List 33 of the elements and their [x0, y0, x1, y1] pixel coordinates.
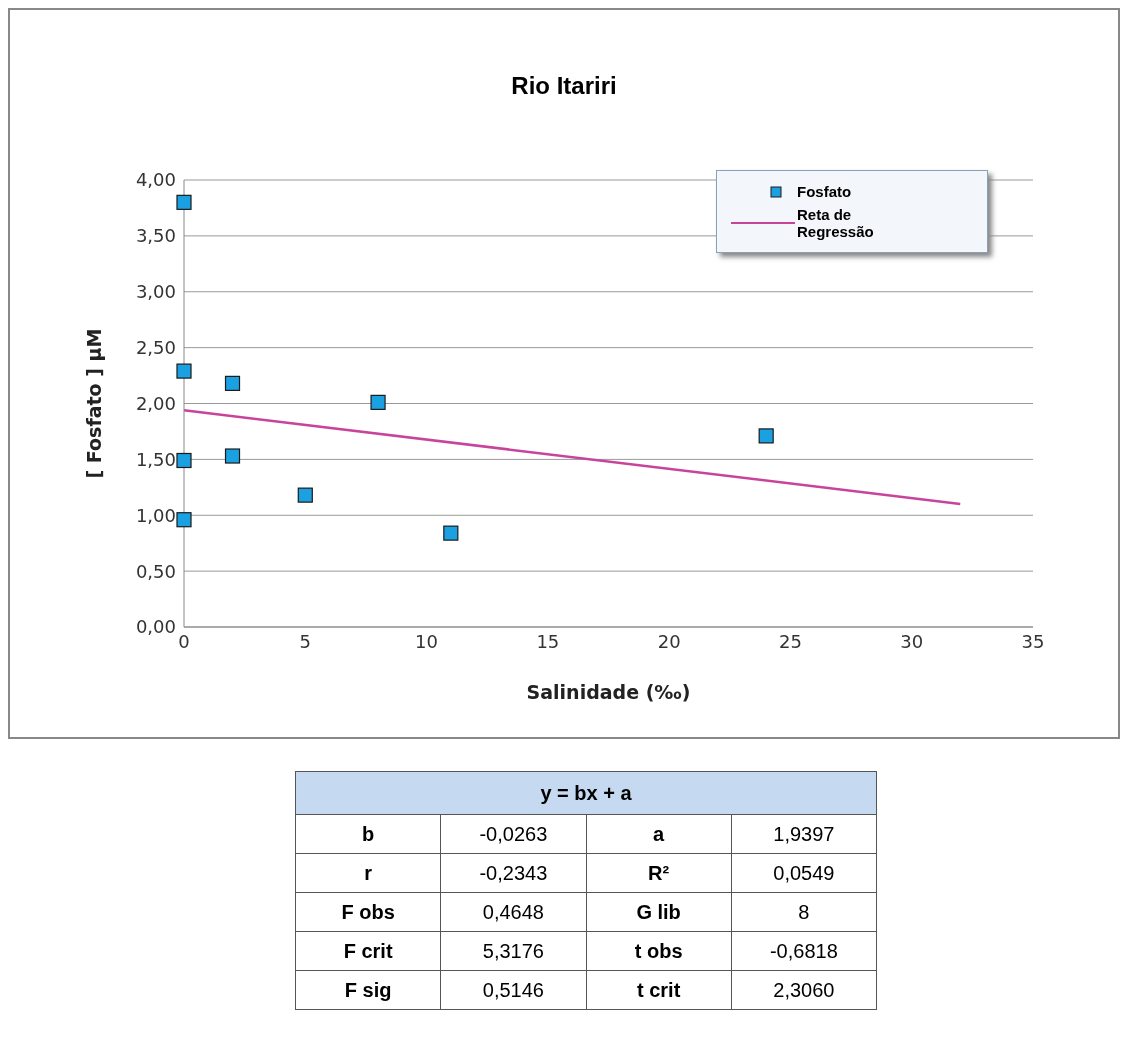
legend-label: Fosfato	[797, 183, 853, 200]
point	[297, 487, 313, 503]
point	[370, 394, 386, 410]
x-tick-label: 0	[178, 630, 190, 652]
x-tick-label: 25	[778, 630, 802, 652]
point	[224, 375, 241, 391]
y-tick-label: 3,50	[135, 225, 176, 247]
x-tick-label: 35	[1021, 630, 1045, 652]
y-tick-label: 1,50	[135, 448, 176, 470]
point	[176, 194, 192, 210]
y-tick-label: 1,00	[135, 504, 176, 526]
y-tick-label: 0,00	[135, 616, 176, 638]
x-tick-label: 30	[900, 630, 924, 652]
x-tick-label: 20	[657, 630, 681, 652]
y-tick-label: 3,00	[135, 281, 176, 303]
y-tick-label: 4,00	[135, 169, 176, 191]
y-axis-title: [ Fosfato ] µM	[82, 328, 105, 479]
point	[176, 452, 192, 469]
point	[176, 363, 192, 379]
statistics-table: y = bx + a b -0,0263 a 1,9397 r -0,2343 R² 0,0549 F obs 0,4648 G lib 8 F crit 5,3176 t obs -0,6818 F sig 0,5146 t crit 2,3060	[295, 771, 877, 1010]
x-axis-title: Salinidade (‰)	[526, 681, 691, 703]
legend-label: Reta de Regressão	[797, 206, 875, 240]
y-tick-label: 2,50	[135, 337, 176, 359]
point	[176, 512, 192, 528]
point	[443, 525, 459, 541]
point	[758, 428, 774, 444]
point	[224, 448, 241, 464]
chart-title: Rio Itariri	[510, 72, 618, 100]
x-tick-label: 10	[415, 630, 439, 652]
y-tick-label: 0,50	[135, 560, 176, 582]
x-tick-label: 15	[536, 630, 560, 652]
y-tick-label: 2,00	[135, 392, 176, 414]
x-tick-label: 5	[299, 630, 312, 652]
